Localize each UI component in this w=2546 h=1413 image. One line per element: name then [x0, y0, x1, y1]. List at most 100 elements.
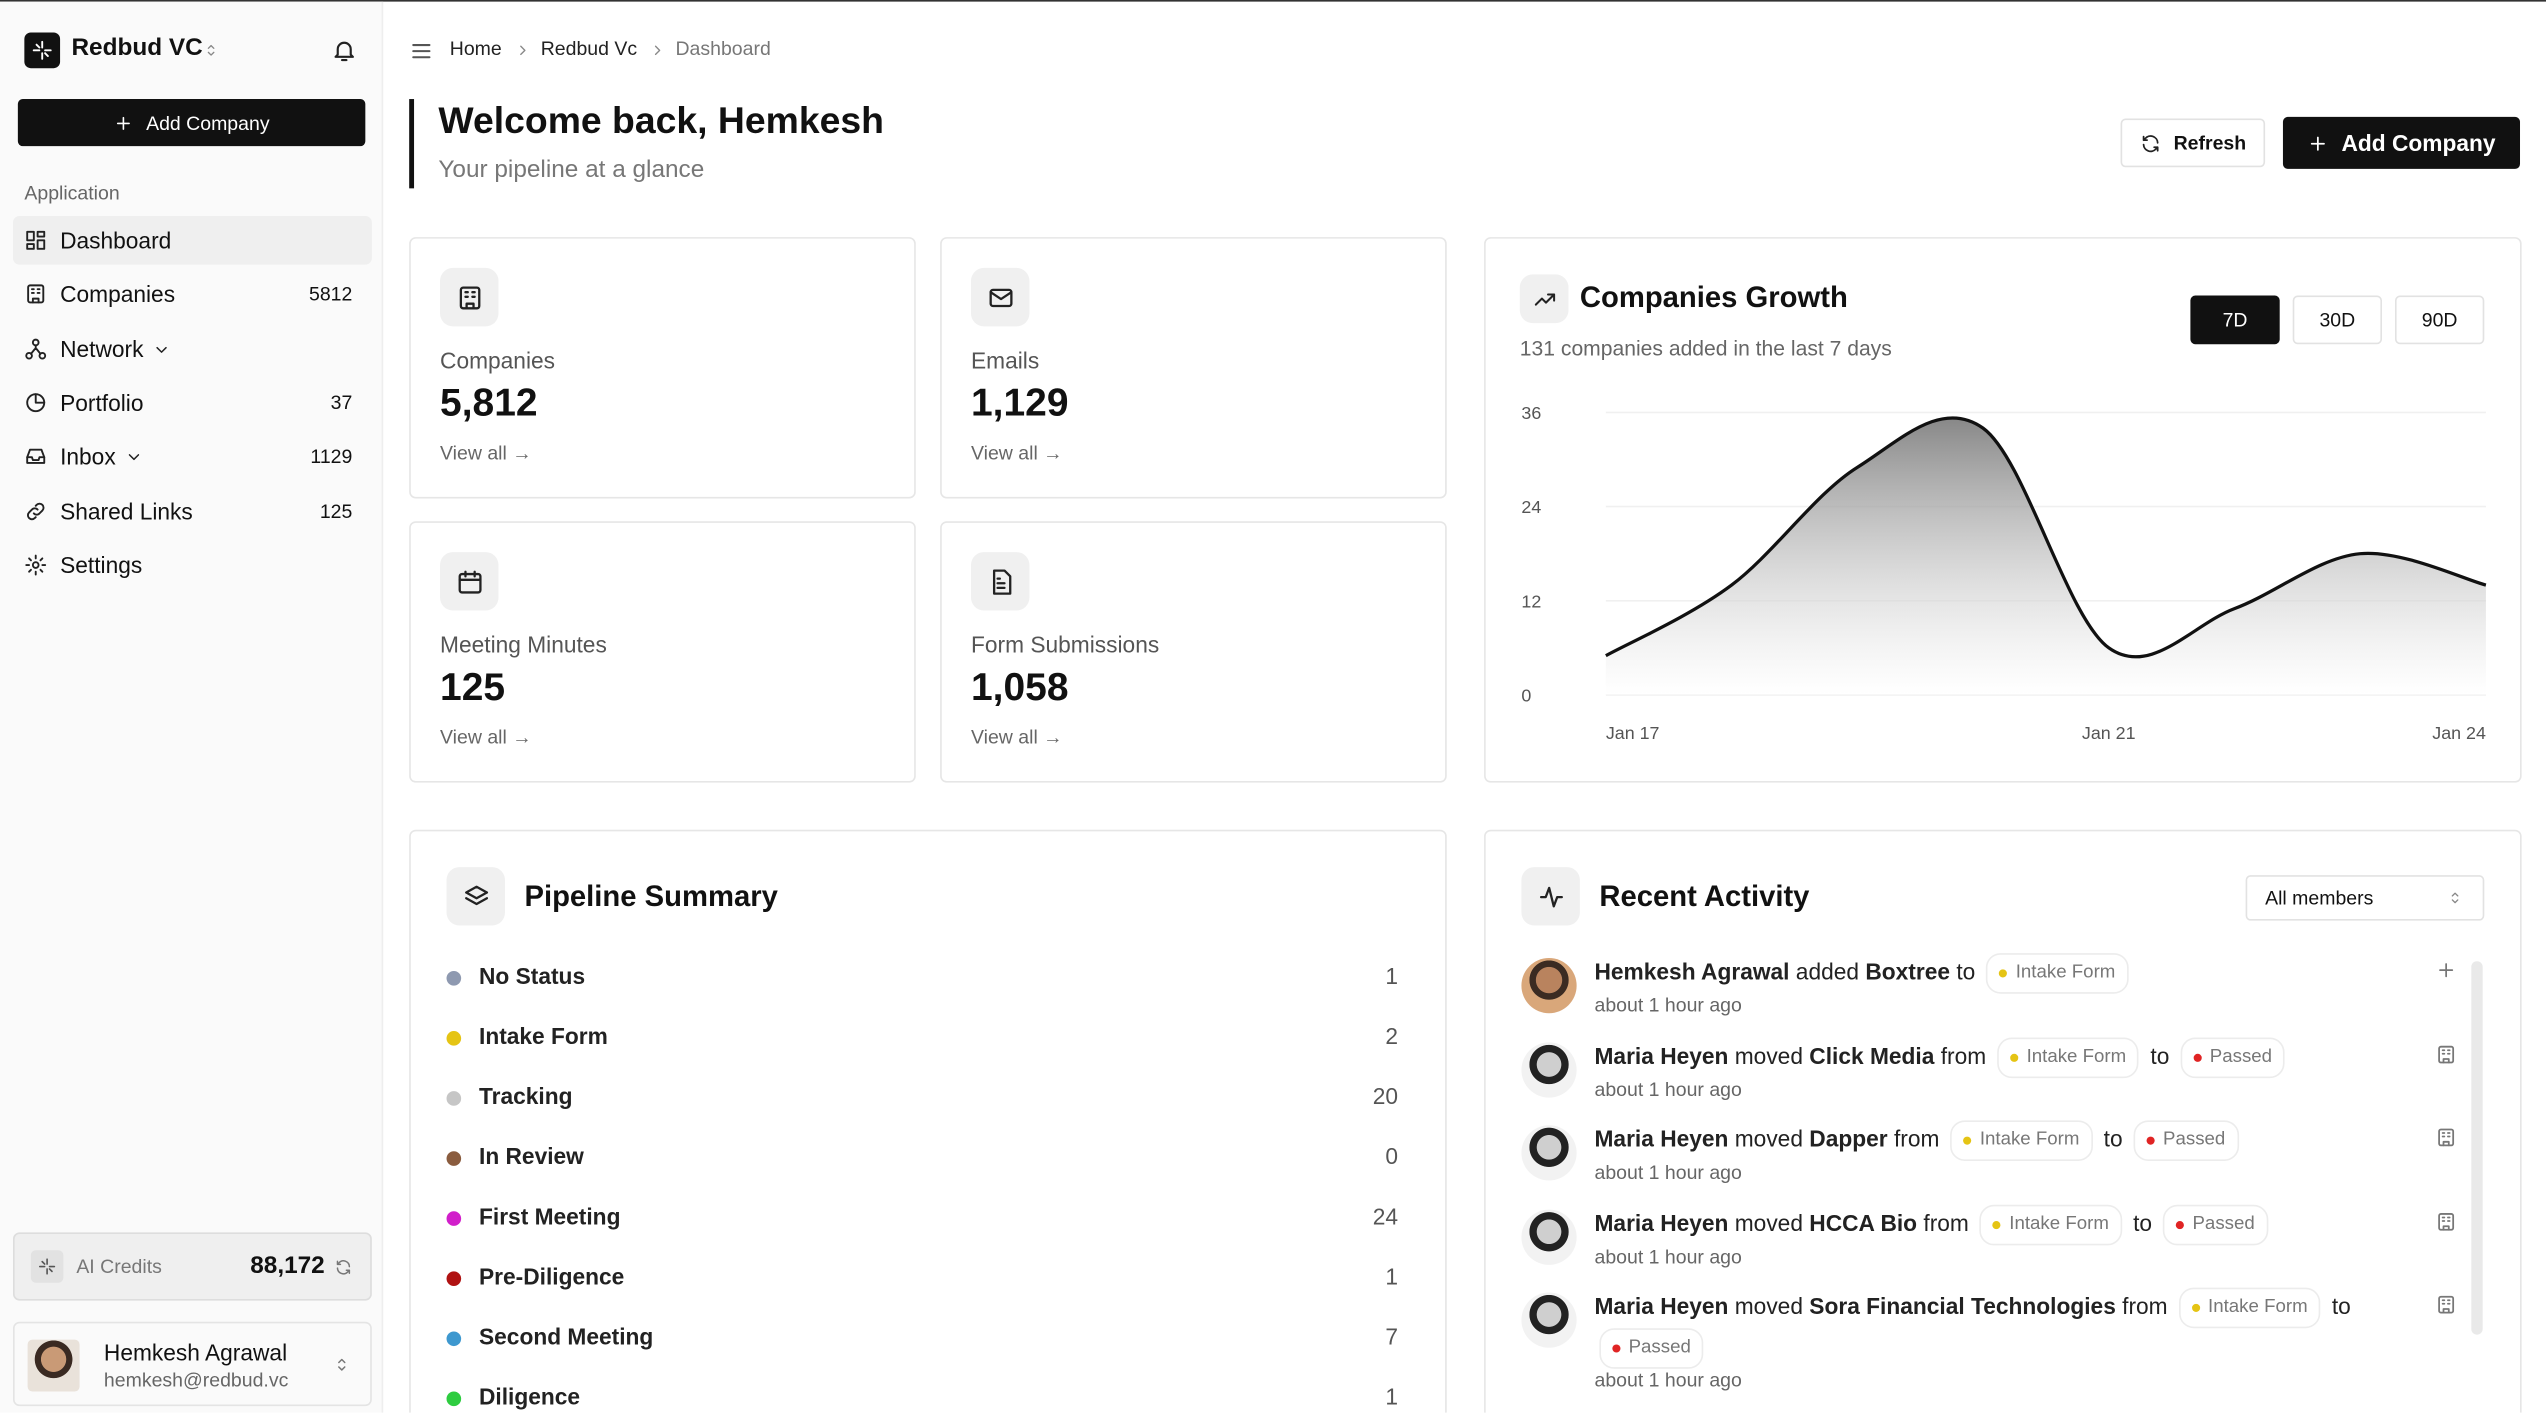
breadcrumb[interactable]: Home — [449, 37, 502, 61]
pill-dot — [2146, 1136, 2155, 1145]
credits-icon — [30, 1250, 64, 1283]
page-subtitle: Your pipeline at a glance — [438, 155, 705, 184]
chart-icon — [1519, 274, 1569, 324]
stat-label: Emails — [970, 347, 1040, 374]
pill-label: Passed — [2209, 1046, 2273, 1066]
nav-item[interactable]: Companies 5812 — [13, 270, 372, 319]
x-tick-label: Jan 17 — [1606, 723, 1660, 743]
stat-icon — [970, 552, 1030, 611]
range-button[interactable]: 90D — [2394, 295, 2485, 345]
nav-item[interactable]: Network — [13, 324, 372, 373]
section-label: Application — [24, 181, 120, 205]
pill-dot — [2176, 1220, 2185, 1229]
user-avatar — [27, 1339, 80, 1392]
status-label: First Meeting — [478, 1203, 621, 1230]
range-button[interactable]: 30D — [2292, 295, 2382, 345]
activity-entity: Boxtree — [1865, 958, 1951, 985]
activity-word: to — [2331, 1292, 2351, 1319]
activity-text: Maria Heyen moved Click Media from Intak… — [1594, 1036, 2357, 1078]
status-label: Pre-Diligence — [478, 1263, 625, 1290]
icon — [654, 45, 661, 56]
icon — [207, 44, 215, 56]
range-button[interactable]: 7D — [2190, 295, 2280, 345]
icon — [336, 1260, 351, 1275]
status-dot — [446, 1151, 462, 1166]
status-label: In Review — [478, 1143, 584, 1170]
stat-link[interactable]: View all → — [440, 441, 532, 465]
nav-label: Dashboard — [60, 227, 172, 254]
breadcrumb[interactable]: Dashboard — [675, 37, 771, 61]
pill-dot — [1612, 1344, 1621, 1353]
stat-value: 1,129 — [970, 381, 1069, 426]
status-dot — [446, 1391, 462, 1407]
user-name: Hemkesh Agrawal — [103, 1339, 288, 1366]
nav-item[interactable]: Portfolio 37 — [13, 378, 372, 427]
breadcrumb[interactable]: Redbud Vc — [540, 37, 638, 61]
nav-label: Inbox — [60, 443, 116, 470]
nav-item[interactable]: Settings — [13, 540, 372, 589]
icon — [32, 40, 52, 60]
add-company-button[interactable]: Add Company — [2282, 116, 2521, 169]
activity-text: Maria Heyen moved Dapper from Intake For… — [1594, 1120, 2357, 1161]
icon — [26, 230, 46, 250]
chart-subtitle: 131 companies added in the last 7 days — [1519, 336, 1892, 361]
pill-label: Intake Form — [2208, 1297, 2308, 1317]
scrollbar — [2471, 961, 2483, 1335]
activity-time: about 1 hour ago — [1594, 1368, 1742, 1392]
stage-pill: Passed — [2133, 1120, 2239, 1161]
stage-pill: Intake Form — [2178, 1287, 2321, 1329]
nav-item[interactable]: Shared Links 125 — [13, 486, 372, 535]
activity-word: moved — [1734, 1041, 1803, 1068]
refresh-button[interactable]: Refresh — [2120, 118, 2266, 168]
chart-card: Companies Growth 131 companies added in t… — [1484, 237, 2522, 783]
status-label: Diligence — [478, 1383, 581, 1410]
sidebar: Redbud VC Add Company Application Dashboard… — [0, 1, 384, 1413]
icon — [2438, 1128, 2455, 1147]
status-count: 1 — [1385, 1383, 1399, 1410]
x-tick-label: Jan 24 — [2432, 723, 2486, 743]
status-label: Tracking — [478, 1083, 573, 1110]
icon — [26, 448, 46, 465]
nav-item[interactable]: Dashboard — [12, 215, 372, 265]
activity-time: about 1 hour ago — [1594, 1077, 1742, 1101]
stage-pill: Passed — [1599, 1328, 1704, 1369]
nav-item[interactable]: Inbox 1129 — [13, 432, 372, 481]
icon — [2438, 1295, 2455, 1314]
member-avatar — [1521, 957, 1577, 1014]
org-logo — [24, 32, 61, 69]
activity-word: moved — [1734, 1125, 1803, 1152]
activity-word: to — [2103, 1125, 2123, 1152]
nav-label: Portfolio — [60, 389, 144, 416]
activity-word: to — [2133, 1209, 2153, 1236]
icon — [26, 501, 45, 520]
credits-value: 88,172 — [250, 1251, 325, 1280]
stat-card: Emails 1,129 View all → — [940, 237, 1447, 499]
icon — [25, 554, 47, 576]
stage-pill: Passed — [2180, 1036, 2286, 1078]
icon — [26, 393, 46, 412]
stat-link[interactable]: View all → — [440, 725, 532, 749]
stat-link[interactable]: View all → — [970, 725, 1063, 749]
credits-label: AI Credits — [76, 1255, 162, 1278]
user-menu[interactable]: Hemkesh Agrawal hemkesh@redbud.vc — [12, 1321, 372, 1407]
org-name[interactable]: Redbud VC — [71, 34, 203, 62]
member-filter[interactable]: All members — [2245, 875, 2485, 921]
user-email: hemkesh@redbud.vc — [103, 1368, 289, 1392]
stage-pill: Intake Form — [1986, 953, 2129, 994]
pill-dot — [1963, 1136, 1972, 1145]
title-accent — [409, 99, 415, 189]
stat-card: Form Submissions 1,058 View all → — [940, 521, 1447, 783]
status-count: 24 — [1372, 1203, 1399, 1230]
nav-label: Companies — [60, 281, 176, 308]
stage-pill: Intake Form — [1950, 1120, 2093, 1161]
icon — [25, 338, 47, 359]
x-tick-label: Jan 21 — [2082, 723, 2136, 743]
stat-icon — [440, 267, 499, 327]
pipeline-card: Pipeline Summary No Status 1 Intake Form 2 Tr… — [409, 829, 1447, 1413]
add-company-button[interactable]: Add Company — [17, 99, 366, 147]
stat-link[interactable]: View all → — [970, 441, 1063, 465]
stat-icon — [970, 267, 1030, 327]
member-avatar — [1521, 1125, 1577, 1181]
activity-entity: Dapper — [1809, 1125, 1888, 1152]
